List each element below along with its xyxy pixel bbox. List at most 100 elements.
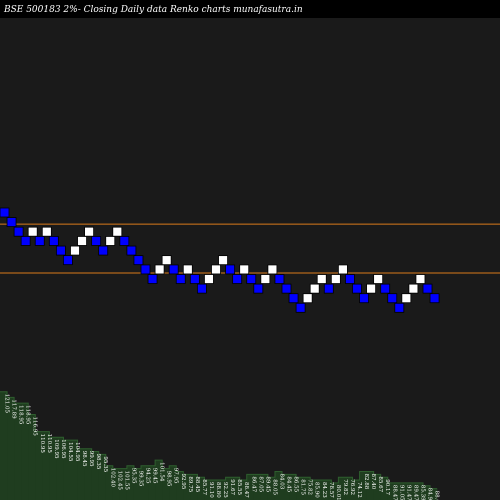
up-brick	[415, 274, 426, 284]
volume-bar	[176, 471, 184, 500]
volume-bar	[289, 474, 297, 500]
volume-bar	[28, 414, 36, 500]
volume-outline	[0, 391, 438, 490]
level-lines	[0, 223, 500, 274]
volume-bar	[0, 391, 8, 500]
up-brick	[316, 274, 327, 284]
price-label: 95.35	[102, 456, 108, 472]
price-label: 94.25	[145, 468, 151, 484]
up-brick	[366, 283, 377, 294]
volume-bar	[63, 440, 71, 500]
volume-bar	[112, 468, 121, 500]
price-label: 84.91	[427, 488, 433, 500]
volume-bar	[70, 440, 78, 500]
price-label: 86.47	[250, 476, 256, 492]
up-brick	[182, 264, 193, 275]
down-brick	[246, 274, 257, 284]
up-brick	[267, 264, 278, 275]
price-label: 99.95	[88, 451, 94, 467]
price-label: 121.05	[4, 394, 10, 414]
down-brick	[253, 283, 264, 294]
price-label: 98.95	[166, 471, 172, 487]
volume-bar	[91, 451, 99, 500]
price-label: 85.77	[201, 479, 207, 495]
down-brick	[422, 283, 433, 294]
volume-bar	[394, 482, 403, 500]
price-label: 101.54	[159, 462, 165, 482]
volume-area	[0, 391, 438, 500]
price-label: 90.17	[384, 479, 390, 495]
price-label: 106.95	[60, 439, 66, 459]
volume-bar	[274, 471, 283, 500]
volume-bar	[162, 468, 170, 500]
price-label: 78.57	[328, 482, 334, 498]
down-brick	[274, 274, 285, 284]
price-label: 76.92	[349, 479, 355, 495]
down-brick	[6, 217, 17, 227]
up-brick	[302, 293, 313, 304]
down-brick	[20, 236, 31, 246]
volume-bar	[169, 465, 177, 500]
price-label: 84.03	[278, 474, 284, 490]
down-brick	[345, 274, 355, 284]
volume-bar	[359, 471, 367, 500]
down-brick	[175, 274, 186, 284]
volume-bar	[352, 480, 360, 500]
down-brick	[429, 293, 440, 304]
price-label: 81.75	[300, 479, 306, 495]
volume-bar	[345, 477, 353, 500]
price-label: 89.47	[412, 485, 418, 500]
volume-bar	[7, 397, 15, 500]
volume-bar	[415, 482, 424, 500]
price-label: 88.67	[434, 491, 440, 500]
volume-bar	[56, 437, 64, 500]
price-label: 91.47	[405, 485, 411, 500]
down-brick	[394, 302, 405, 313]
price-label: 98.35	[95, 454, 101, 470]
volume-bar	[197, 477, 205, 500]
down-brick	[56, 245, 66, 256]
up-brick	[112, 226, 123, 237]
up-brick	[161, 255, 172, 266]
price-label: 92.25	[222, 482, 228, 498]
volume-bar	[155, 460, 163, 500]
up-brick	[337, 264, 348, 275]
volume-bar	[324, 480, 332, 500]
volume-bar	[35, 431, 43, 500]
down-brick	[323, 283, 334, 294]
volume-bar	[126, 465, 135, 500]
up-brick	[84, 226, 94, 237]
price-label: 75.82	[307, 479, 313, 495]
price-label: 82.88	[363, 474, 369, 490]
volume-bar	[119, 468, 128, 500]
price-label: 88.47	[243, 482, 249, 498]
volume-bar	[204, 480, 212, 500]
price-label: 79.82	[342, 479, 348, 495]
volume-bar	[77, 448, 85, 500]
volume-bar	[105, 465, 114, 500]
volume-bar	[253, 474, 262, 500]
price-label: 88.47	[391, 485, 397, 500]
down-brick	[140, 264, 151, 275]
down-brick	[48, 236, 59, 246]
price-label: 92.95	[180, 474, 186, 490]
volume-bar	[387, 482, 396, 500]
volume-bar	[190, 474, 198, 500]
volume-bar	[430, 488, 438, 500]
down-brick	[352, 283, 362, 294]
down-brick	[13, 226, 24, 237]
up-brick	[41, 226, 52, 237]
volume-bar	[380, 477, 389, 500]
price-label: 74.12	[356, 482, 362, 498]
price-label: 85.67	[377, 476, 383, 492]
up-brick	[211, 264, 221, 275]
price-label: 85.39	[419, 485, 425, 500]
down-brick	[189, 274, 200, 284]
price-label: 99.35	[137, 471, 143, 487]
price-label: 91.67	[229, 479, 235, 495]
up-brick	[239, 264, 250, 275]
down-brick	[34, 236, 45, 246]
down-brick	[281, 283, 292, 294]
volume-bar	[267, 477, 276, 500]
volume-bar	[21, 403, 29, 500]
